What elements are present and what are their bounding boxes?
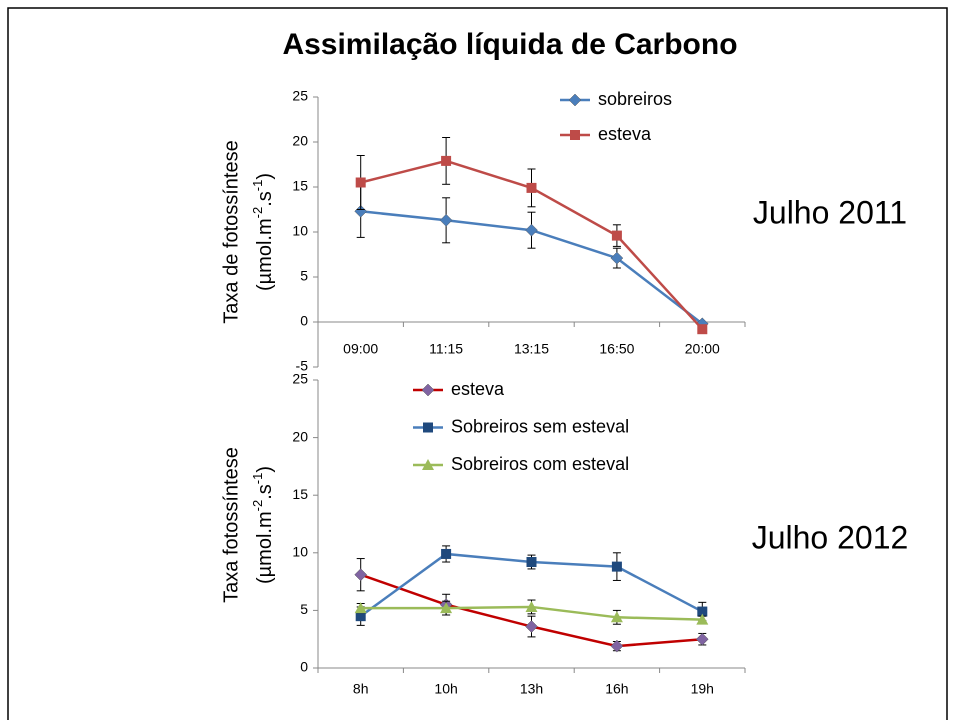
- marker: [439, 213, 453, 227]
- marker: [441, 155, 452, 166]
- marker: [610, 611, 623, 623]
- marker: [525, 600, 538, 612]
- marker: [610, 639, 624, 653]
- marker: [697, 324, 708, 335]
- marker: [354, 602, 367, 614]
- y-tick-label: 10: [292, 223, 308, 239]
- x-tick-label: 8h: [353, 681, 369, 697]
- y-tick-label: 25: [292, 371, 308, 387]
- marker: [355, 177, 366, 188]
- y-axis-label: Taxa de fotossíntese (µmol.m-2.s-1): [220, 140, 276, 323]
- legend-label: esteva: [598, 124, 652, 144]
- y-label-units: (µmol.m-2.s-1): [250, 173, 276, 291]
- y-tick-label: 20: [292, 133, 308, 149]
- slide-title: Assimilação líquida de Carbono: [282, 28, 737, 61]
- x-tick-label: 19h: [691, 681, 714, 697]
- marker: [440, 602, 453, 614]
- y-tick-label: 10: [292, 544, 308, 560]
- marker: [354, 568, 368, 582]
- marker: [610, 251, 624, 265]
- marker: [525, 620, 538, 633]
- marker: [441, 548, 452, 559]
- unit-text: (µmol.m: [254, 511, 276, 584]
- marker: [525, 223, 538, 237]
- x-tick-label: 13h: [520, 681, 543, 697]
- unit-text: .s: [254, 191, 276, 207]
- unit-text: .s: [254, 484, 276, 500]
- slide-border: [7, 7, 948, 720]
- x-tick-label: 13:15: [514, 341, 549, 357]
- annotation: Julho 2012: [752, 519, 909, 555]
- annotation: Julho 2011: [753, 194, 907, 230]
- y-label-line: Taxa de fotossíntese: [220, 140, 242, 323]
- x-tick-label: 16h: [605, 681, 628, 697]
- unit-text: ): [254, 173, 276, 180]
- marker: [355, 611, 366, 622]
- marker: [611, 561, 622, 572]
- marker: [570, 130, 580, 140]
- y-tick-label: -5: [296, 358, 309, 374]
- y-label-units: (µmol.m-2.s-1): [250, 466, 276, 584]
- legend-label: Sobreiros com esteval: [451, 454, 629, 474]
- marker: [421, 383, 435, 397]
- x-tick-label: 11:15: [429, 341, 463, 357]
- y-label-line: Taxa fotossíntese: [220, 447, 242, 603]
- unit-text: ): [254, 466, 276, 473]
- marker: [526, 182, 537, 193]
- superscript: -2: [250, 500, 265, 512]
- y-tick-label: 0: [300, 313, 308, 329]
- y-tick-label: 0: [300, 659, 308, 675]
- y-tick-label: 25: [292, 88, 308, 104]
- unit-text: (µmol.m: [254, 218, 276, 291]
- x-tick-label: 09:00: [343, 341, 378, 357]
- y-tick-label: 20: [292, 428, 308, 444]
- marker: [422, 459, 434, 470]
- legend-label: sobreiros: [598, 89, 672, 109]
- x-tick-label: 20:00: [685, 341, 720, 357]
- y-tick-label: 15: [292, 486, 308, 502]
- marker: [696, 613, 709, 625]
- x-tick-label: 10h: [434, 681, 457, 697]
- marker: [611, 230, 622, 241]
- x-tick-label: 16:50: [599, 341, 634, 357]
- marker: [695, 632, 709, 646]
- y-tick-label: 5: [300, 601, 308, 617]
- marker: [568, 93, 582, 107]
- y-tick-label: 15: [292, 178, 308, 194]
- superscript: -1: [250, 180, 265, 192]
- marker: [526, 557, 537, 568]
- superscript: -2: [250, 207, 265, 219]
- y-tick-label: 5: [300, 268, 308, 284]
- marker: [423, 422, 433, 433]
- superscript: -1: [250, 473, 265, 485]
- legend-label: Sobreiros sem esteval: [451, 416, 629, 436]
- legend-label: esteva: [451, 379, 505, 399]
- y-axis-label: Taxa fotossíntese (µmol.m-2.s-1): [220, 447, 276, 603]
- marker: [697, 606, 708, 617]
